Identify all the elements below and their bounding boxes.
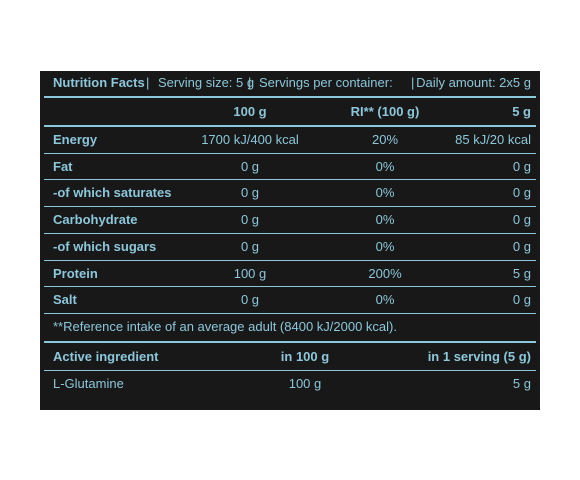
nutrient-name: -of which saturates — [53, 185, 172, 201]
nutrient-value-serving: 0 g — [512, 212, 531, 228]
nutrient-name: Energy — [53, 132, 98, 147]
header-separator: | — [411, 75, 415, 90]
nutrient-row: Energy 1700 kJ/400 kcal 20% 85 kJ/20 kcal — [40, 127, 540, 153]
header-separator: | — [146, 75, 150, 90]
active-ingredient-per100: 100 g — [288, 376, 322, 391]
active-ingredient-serving: 5 g — [512, 376, 531, 391]
divider — [44, 313, 536, 314]
divider — [44, 96, 536, 98]
header-separator: | — [248, 75, 252, 90]
nutrient-ri: 0% — [375, 238, 395, 254]
column-header-row: 100 g RI** (100 g) 5 g — [40, 99, 540, 125]
nutrient-value-serving: 85 kJ/20 kcal — [455, 132, 531, 147]
divider — [44, 370, 536, 371]
servings-per-container: Servings per container: — [259, 75, 393, 90]
divider — [44, 206, 536, 207]
nutrient-value-100g: 1700 kJ/400 kcal — [201, 132, 299, 147]
nutrient-row: -of which sugars 0 g 0% 0 g — [40, 234, 540, 260]
footnote-row: **Reference intake of an average adult (… — [40, 314, 540, 340]
nutrient-value-serving: 0 g — [512, 185, 531, 201]
active-per100-header: in 100 g — [280, 349, 330, 364]
nutrient-value-serving: 0 g — [512, 292, 531, 308]
daily-amount: Daily amount: 2x5 g — [416, 75, 531, 90]
divider — [44, 179, 536, 180]
serving-size: Serving size: 5 g — [158, 75, 255, 90]
nutrient-ri: 0% — [375, 158, 395, 174]
nutrient-value-serving: 5 g — [512, 265, 531, 281]
nutrient-ri: 0% — [375, 212, 395, 228]
nutrient-value-100g: 0 g — [240, 185, 260, 201]
nutrient-value-100g: 0 g — [240, 158, 260, 174]
nutrient-value-100g: 0 g — [240, 212, 260, 228]
nutrient-row: -of which saturates 0 g 0% 0 g — [40, 180, 540, 206]
nutrient-value-100g: 0 g — [240, 292, 260, 308]
nutrient-row: Salt 0 g 0% 0 g — [40, 287, 540, 313]
nutrient-ri: 20% — [371, 132, 399, 147]
divider — [44, 341, 536, 343]
nutrient-value-serving: 0 g — [512, 238, 531, 254]
divider — [44, 286, 536, 287]
column-header-ri: RI** (100 g) — [350, 104, 420, 119]
active-header-row: Active ingredient in 100 g in 1 serving … — [40, 344, 540, 370]
nutrient-ri: 0% — [375, 292, 395, 308]
nutrient-value-100g: 100 g — [233, 265, 267, 281]
nutrition-title: Nutrition Facts — [53, 75, 145, 90]
active-serving-header: in 1 serving (5 g) — [427, 349, 531, 364]
column-header-100g: 100 g — [233, 104, 267, 119]
nutrient-name: Salt — [53, 292, 77, 308]
nutrition-facts-panel: Nutrition Facts | Serving size: 5 g | Se… — [40, 71, 540, 410]
nutrient-row: Fat 0 g 0% 0 g — [40, 154, 540, 180]
active-ingredient-name: L-Glutamine — [53, 376, 124, 391]
footnote: **Reference intake of an average adult (… — [53, 319, 397, 334]
active-ingredient-header: Active ingredient — [53, 349, 159, 364]
divider — [44, 125, 536, 127]
nutrient-name: Fat — [53, 158, 73, 174]
active-ingredient-row: L-Glutamine 100 g 5 g — [40, 371, 540, 397]
nutrition-header: Nutrition Facts | Serving size: 5 g | Se… — [40, 71, 540, 95]
divider — [44, 233, 536, 234]
nutrient-ri: 0% — [375, 185, 395, 201]
nutrient-name: Carbohydrate — [53, 212, 138, 228]
nutrient-row: Protein 100 g 200% 5 g — [40, 261, 540, 287]
nutrient-name: Protein — [53, 265, 98, 281]
divider — [44, 153, 536, 154]
nutrient-value-100g: 0 g — [240, 238, 260, 254]
column-header-serving: 5 g — [512, 104, 531, 119]
divider — [44, 260, 536, 261]
nutrient-value-serving: 0 g — [512, 158, 531, 174]
nutrient-name: -of which sugars — [53, 238, 157, 254]
nutrient-ri: 200% — [368, 265, 402, 281]
nutrient-row: Carbohydrate 0 g 0% 0 g — [40, 207, 540, 233]
